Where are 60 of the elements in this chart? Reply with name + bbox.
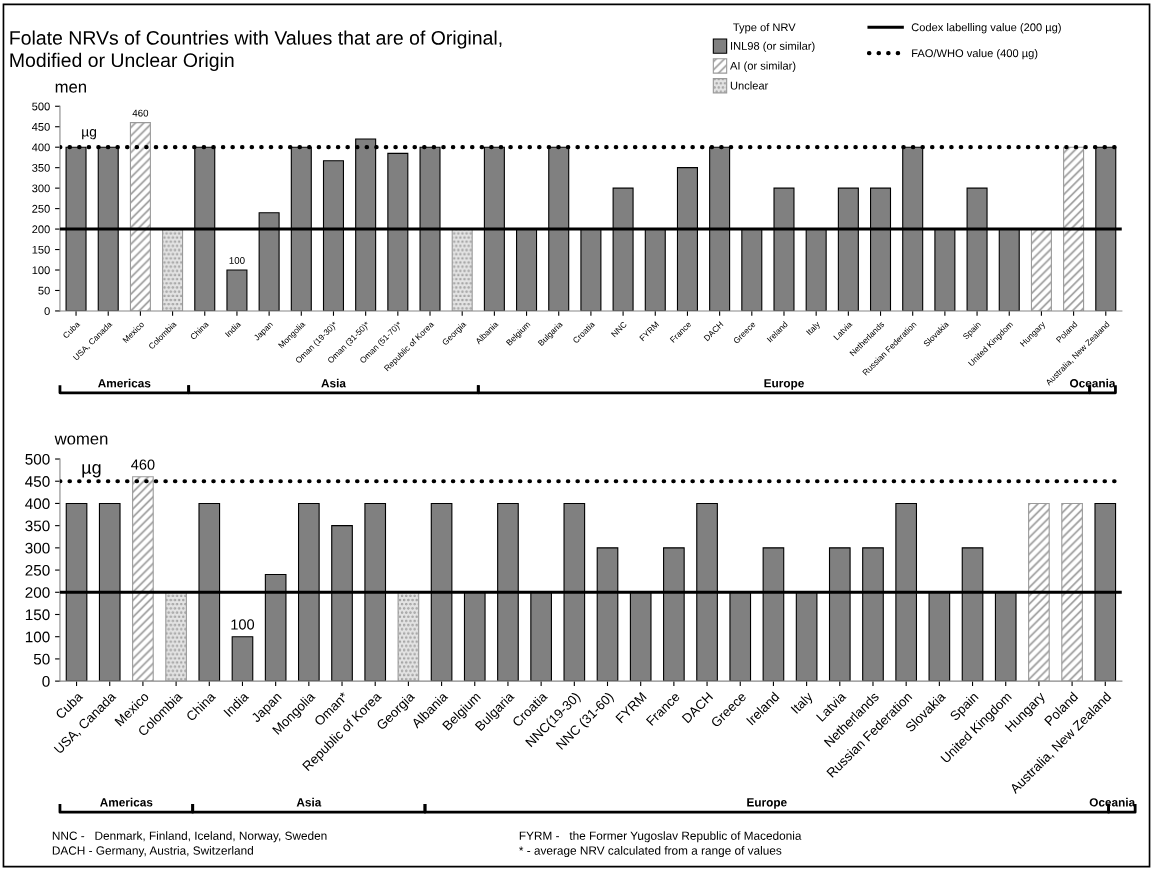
chart-subtitle: men [55, 83, 86, 93]
bar [165, 591, 187, 682]
y-tick-label: 200 [32, 225, 50, 234]
y-tick-label: 50 [38, 286, 50, 295]
chart-subtitle: women [54, 435, 108, 445]
y-tick-label: 400 [25, 498, 50, 510]
bar [132, 476, 154, 682]
text: NNC - Denmark, Finland, Iceland, Norway, Sweden [52, 831, 327, 843]
bar [1063, 146, 1085, 311]
x-tick-label: Italy [790, 690, 816, 716]
text: * - average NRV calculated from a range of values [519, 846, 782, 858]
y-tick-label: 150 [32, 245, 50, 254]
legend-title: Type of NRV [733, 23, 796, 34]
data-label: 460 [131, 459, 155, 470]
y-tick-label: 350 [25, 520, 50, 532]
text: Americas [98, 378, 151, 388]
y-tick-label: 150 [25, 609, 50, 621]
legend-label: Codex labelling value (200 µg) [911, 23, 1061, 34]
y-axis-title: µg [82, 129, 97, 140]
y-tick-label: 0 [42, 675, 50, 687]
y-tick-label: 500 [32, 102, 50, 111]
y-tick-label: 450 [31, 123, 50, 131]
x-tick-label: Italy [805, 320, 822, 337]
bar [1061, 502, 1083, 682]
legend-label: FAO/WHO value (400 µg) [912, 48, 1038, 60]
bar [451, 228, 473, 311]
y-tick-label: 250 [32, 204, 50, 213]
legend-label: INL98 (or similar) [731, 41, 815, 53]
legend-label: Unclear [730, 81, 769, 90]
bar [129, 122, 151, 311]
y-tick-label: 100 [32, 266, 50, 275]
text: DACH - Germany, Austria, Switzerland [52, 846, 253, 858]
bar [397, 591, 420, 682]
text: Asia [321, 378, 347, 388]
y-tick-label: 350 [32, 163, 50, 172]
bar [1030, 228, 1052, 311]
y-tick-label: 450 [25, 476, 50, 487]
text: Europe [764, 379, 804, 390]
chart-title: Folate NRVs of Countries with Values that are of Original, Modified or Unclear Origin [10, 30, 502, 71]
y-tick-label: 500 [25, 453, 50, 465]
data-label: 100 [229, 257, 245, 264]
y-tick-label: 50 [33, 653, 50, 665]
y-tick-label: 200 [25, 587, 50, 598]
y-axis-title: µg [82, 463, 101, 478]
y-tick-label: 100 [25, 631, 50, 643]
text: Europe [747, 798, 787, 809]
y-tick-label: 400 [31, 143, 50, 152]
y-tick-label: 300 [32, 184, 50, 193]
y-tick-label: 250 [25, 564, 50, 576]
y-tick-label: 0 [44, 307, 50, 316]
y-tick-label: 300 [25, 542, 50, 554]
bar [1028, 502, 1050, 682]
text: Americas [100, 797, 153, 807]
text: FYRM - the Former Yugoslav Republic of Macedonia [519, 831, 802, 843]
text: Oceania [1089, 797, 1136, 807]
data-label: 100 [231, 619, 255, 630]
data-label: 460 [132, 109, 149, 117]
legend-label: AI (or similar) [730, 61, 796, 72]
text: Asia [296, 797, 322, 807]
bar [162, 228, 184, 311]
